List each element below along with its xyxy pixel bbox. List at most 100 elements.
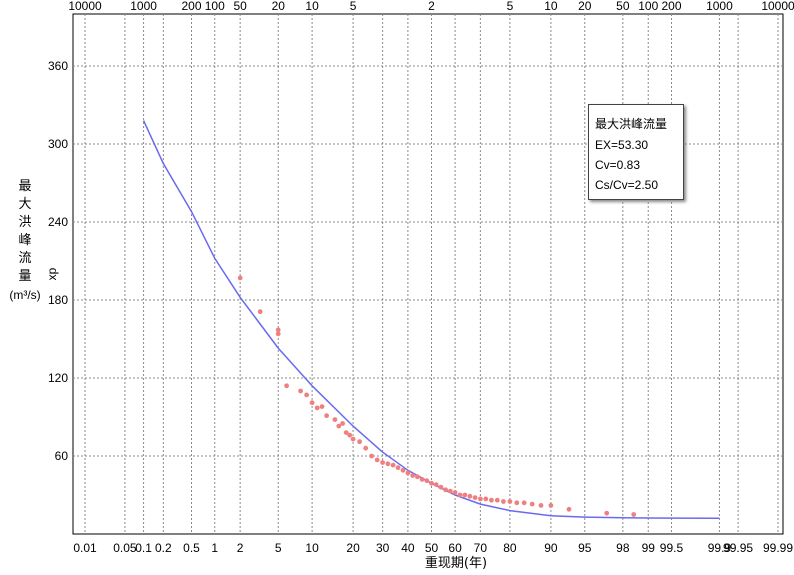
- x-tick-label: 99: [642, 541, 656, 555]
- x-tick-label: 90: [544, 541, 558, 555]
- data-point: [433, 482, 439, 487]
- x-tick-label: 98: [616, 541, 630, 555]
- x-tick-label: 0.2: [155, 541, 172, 555]
- x-tick-label: 99.99: [763, 541, 793, 555]
- data-point: [369, 453, 374, 459]
- data-point: [501, 499, 506, 504]
- legend-ex: EX=53.30: [595, 138, 649, 152]
- y-axis-title-char: 大: [18, 197, 32, 212]
- x-tick-label: 0.01: [73, 541, 97, 555]
- data-point: [483, 496, 489, 502]
- legend-title: 最大洪峰流量: [595, 117, 668, 131]
- x-tick-label: 5: [275, 541, 282, 555]
- data-point: [447, 488, 453, 494]
- x-tick-label: 99.5: [660, 541, 684, 555]
- y-axis-title-char: 峰: [18, 233, 32, 248]
- data-point: [340, 421, 345, 426]
- data-point: [521, 500, 527, 506]
- x-tick-label: 95: [578, 541, 592, 555]
- top-tick-label: 10000: [68, 0, 102, 13]
- top-tick-label: 50: [233, 0, 247, 13]
- y-tick-label: 120: [48, 371, 68, 385]
- data-point: [419, 477, 425, 482]
- top-tick-label: 100: [638, 0, 658, 13]
- data-point: [467, 493, 473, 499]
- data-point: [514, 500, 520, 506]
- x-tick-label: 99.95: [723, 541, 753, 555]
- data-point: [357, 439, 362, 445]
- x-tick-label: 0.05: [113, 541, 137, 555]
- data-point: [385, 461, 391, 467]
- y-axis-title-char: 流: [18, 251, 32, 266]
- legend-cv: Cv=0.83: [595, 158, 641, 172]
- data-point: [319, 404, 325, 409]
- data-point: [507, 499, 513, 504]
- top-tick-label: 50: [616, 0, 630, 13]
- top-axis-ticks: 10000 1000 200 100 50 20 10 5 2 5 10 20 50 100 200 1000…: [68, 0, 794, 13]
- data-point: [304, 392, 309, 398]
- x-tick-label: 80: [503, 541, 517, 555]
- x-tick-label: 2: [237, 541, 244, 555]
- data-point: [284, 383, 289, 389]
- y-axis-unit: (m³/s): [9, 288, 41, 302]
- top-tick-label: 10: [544, 0, 558, 13]
- data-point: [395, 465, 401, 471]
- data-point: [452, 490, 458, 495]
- y-tick-label: 180: [48, 293, 68, 307]
- data-point: [347, 432, 353, 438]
- top-tick-label: 5: [507, 0, 514, 13]
- data-point: [390, 462, 396, 468]
- top-tick-label: 2: [428, 0, 435, 13]
- data-point: [457, 492, 463, 498]
- data-point: [257, 309, 263, 315]
- data-point: [548, 503, 554, 508]
- legend-cs-cv: Cs/Cv=2.50: [595, 178, 659, 192]
- data-point: [410, 473, 416, 478]
- y-tick-label: 240: [48, 215, 68, 229]
- data-point: [566, 506, 572, 512]
- y-tick-label: 360: [48, 59, 68, 73]
- data-point: [374, 457, 380, 463]
- top-tick-label: 10: [305, 0, 319, 13]
- data-point: [275, 331, 281, 337]
- x-tick-label: 50: [425, 541, 439, 555]
- top-tick-label: 10000: [761, 0, 794, 13]
- y-axis-title-char: 最: [18, 179, 32, 194]
- data-point: [343, 430, 349, 435]
- data-point: [424, 478, 430, 484]
- x-tick-label: 0.5: [183, 541, 200, 555]
- data-point: [405, 470, 411, 476]
- data-point: [332, 417, 338, 422]
- data-point: [489, 497, 494, 503]
- top-tick-label: 200: [181, 0, 201, 13]
- y-axis-ticks: 60 120 180 240 300 360: [48, 59, 68, 463]
- x-tick-label: 20: [346, 541, 360, 555]
- data-point: [529, 501, 535, 507]
- data-point: [324, 413, 329, 419]
- data-point: [538, 503, 544, 508]
- plot-area: [72, 13, 784, 535]
- observed-points: [237, 275, 637, 517]
- data-point: [380, 460, 385, 465]
- data-point: [309, 400, 315, 406]
- x-tick-label: 1: [211, 541, 218, 555]
- data-point: [472, 495, 478, 500]
- data-point: [462, 492, 468, 498]
- data-point: [438, 484, 444, 490]
- top-tick-label: 100: [205, 0, 225, 13]
- data-point: [400, 467, 406, 473]
- data-point: [275, 327, 281, 333]
- data-point: [478, 496, 483, 502]
- data-point: [336, 423, 342, 429]
- data-point: [350, 436, 356, 442]
- data-point: [314, 405, 320, 411]
- data-point: [415, 474, 420, 480]
- x-tick-label: 60: [448, 541, 462, 555]
- data-point: [429, 480, 434, 486]
- data-point: [604, 510, 610, 516]
- x-tick-label: 30: [376, 541, 390, 555]
- y-tick-label: 60: [55, 449, 69, 463]
- data-point: [237, 275, 243, 281]
- data-point: [298, 388, 303, 394]
